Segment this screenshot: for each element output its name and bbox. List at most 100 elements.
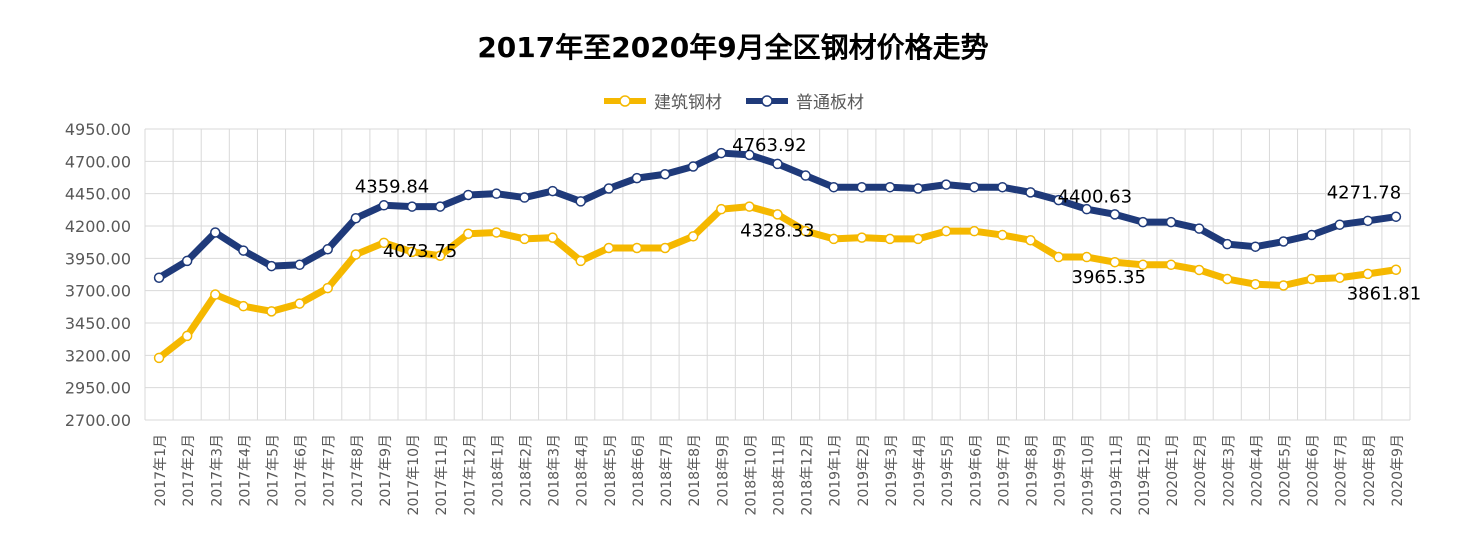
- x-tick-label-14: 2018年3月: [547, 434, 563, 507]
- x-tick-label-5: 2017年6月: [294, 434, 310, 507]
- x-tick-label-2: 2017年3月: [209, 434, 225, 507]
- series-0-point-38: [1222, 273, 1233, 285]
- y-tick-label-1: 2950.00: [65, 379, 131, 398]
- x-tick-label-4: 2017年5月: [266, 434, 282, 507]
- series-0-point-34: [1109, 256, 1121, 268]
- series-1-point-42: [1334, 219, 1345, 230]
- series-0-point-24: [828, 233, 839, 245]
- series-1-point-28: [940, 179, 952, 190]
- legend-marker-series-1: [746, 94, 788, 107]
- series-0-point-4: [266, 306, 277, 317]
- y-tick-label-6: 4200.00: [65, 217, 131, 236]
- x-tick-label-8: 2017年9月: [378, 434, 394, 507]
- series-1-point-31: [1025, 187, 1036, 198]
- series-1-point-7: [350, 212, 362, 224]
- series-0-point-15: [575, 255, 586, 267]
- series-0-point-36: [1165, 259, 1177, 271]
- legend: 建筑钢材 普通板材: [0, 88, 1466, 113]
- series-0-point-22: [772, 209, 783, 220]
- series-0-point-25: [856, 232, 868, 243]
- x-tick-label-43: 2020年8月: [1362, 434, 1378, 507]
- series-1-point-11: [463, 189, 474, 201]
- x-tick-label-0: 2017年1月: [153, 434, 169, 507]
- series-0-point-28: [940, 225, 952, 237]
- series-0-point-26: [884, 233, 896, 245]
- series-1-point-41: [1306, 229, 1317, 241]
- series-0-point-31: [1025, 234, 1036, 246]
- y-tick-label-7: 4450.00: [65, 185, 131, 204]
- series-1-data-label-0: 4359.84: [355, 177, 429, 198]
- legend-item-series-1: 普通板材: [744, 88, 864, 113]
- series-1-point-14: [547, 185, 558, 197]
- series-0-point-35: [1137, 259, 1149, 271]
- series-1-point-16: [603, 183, 615, 194]
- series-1-point-15: [575, 196, 586, 207]
- series-0-point-17: [631, 242, 643, 254]
- series-1-point-5: [294, 259, 305, 271]
- series-0-point-40: [1278, 280, 1289, 291]
- y-tick-label-5: 3950.00: [65, 249, 131, 268]
- series-1-point-36: [1165, 216, 1177, 228]
- series-1-point-12: [491, 188, 502, 199]
- series-1-point-1: [181, 255, 193, 267]
- series-0-data-label-0: 4073.75: [383, 241, 457, 262]
- x-tick-label-41: 2020年6月: [1306, 434, 1322, 507]
- x-tick-label-33: 2019年10月: [1081, 434, 1097, 515]
- series-0-point-13: [519, 233, 530, 245]
- series-0-point-33: [1081, 251, 1092, 263]
- series-0-point-9: [406, 246, 418, 258]
- x-tick-label-15: 2018年4月: [575, 434, 591, 507]
- x-tick-label-32: 2019年9月: [1053, 434, 1069, 507]
- series-1-data-label-1: 4763.92: [732, 135, 806, 156]
- series-1-point-10: [434, 201, 446, 212]
- series-1-point-19: [687, 161, 699, 172]
- series-1-point-4: [266, 260, 277, 272]
- x-tick-label-17: 2018年6月: [631, 434, 647, 507]
- x-tick-label-35: 2019年12月: [1137, 434, 1153, 515]
- series-1-point-27: [912, 183, 924, 194]
- series-0-point-42: [1334, 272, 1345, 283]
- x-tick-label-28: 2019年5月: [940, 434, 956, 507]
- series-0-point-12: [491, 227, 502, 238]
- x-tick-label-38: 2020年3月: [1221, 434, 1237, 507]
- series-1-point-0: [153, 272, 165, 283]
- x-tick-label-19: 2018年8月: [687, 434, 703, 507]
- x-tick-label-36: 2020年1月: [1165, 434, 1181, 507]
- x-tick-label-24: 2019年1月: [828, 434, 844, 507]
- series-0-point-7: [350, 249, 362, 260]
- x-tick-label-31: 2019年8月: [1025, 434, 1041, 507]
- x-tick-label-11: 2017年12月: [462, 434, 478, 515]
- series-0-point-29: [969, 225, 980, 237]
- series-0-point-44: [1390, 264, 1402, 275]
- series-1-point-26: [884, 181, 896, 193]
- x-tick-label-9: 2017年10月: [406, 434, 422, 515]
- x-tick-label-27: 2019年4月: [912, 434, 928, 507]
- series-1-point-38: [1222, 238, 1233, 250]
- series-0-point-3: [238, 300, 249, 312]
- x-tick-label-34: 2019年11月: [1109, 434, 1125, 515]
- series-1-point-21: [744, 149, 755, 161]
- x-tick-label-21: 2018年10月: [743, 434, 759, 515]
- x-tick-label-10: 2017年11月: [434, 434, 450, 515]
- series-1-point-22: [772, 158, 783, 170]
- x-tick-label-42: 2020年7月: [1334, 434, 1350, 507]
- series-1-point-23: [800, 170, 811, 181]
- series-0-point-30: [997, 229, 1008, 241]
- series-1-point-44: [1390, 211, 1402, 222]
- x-tick-label-7: 2017年8月: [350, 434, 366, 507]
- x-tick-label-26: 2019年3月: [884, 434, 900, 507]
- series-1-point-39: [1250, 241, 1261, 252]
- x-tick-label-40: 2020年5月: [1278, 434, 1294, 507]
- series-0-point-19: [687, 231, 699, 242]
- series-1-point-32: [1053, 194, 1064, 206]
- x-tick-label-30: 2019年7月: [996, 434, 1012, 507]
- x-tick-label-23: 2018年12月: [800, 434, 816, 515]
- x-tick-label-25: 2019年2月: [856, 434, 872, 507]
- y-tick-label-2: 3200.00: [65, 346, 131, 365]
- series-0-point-21: [744, 201, 755, 212]
- series-0-point-5: [294, 298, 305, 309]
- series-0-point-14: [547, 232, 558, 243]
- x-tick-label-37: 2020年2月: [1193, 434, 1209, 507]
- x-tick-label-1: 2017年2月: [181, 434, 197, 507]
